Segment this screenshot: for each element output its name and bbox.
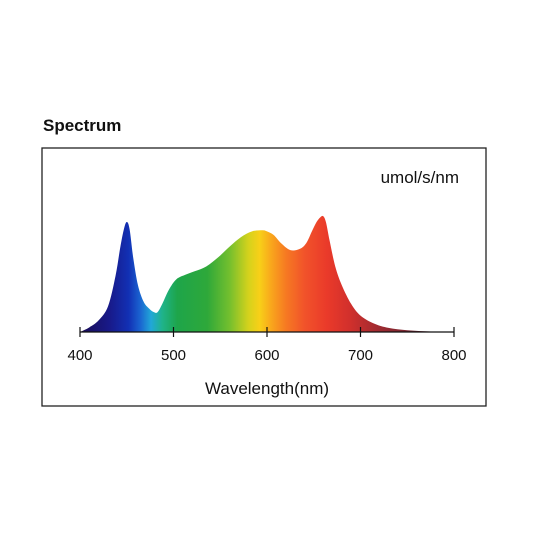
- x-axis-ticks: 400 500 600 700 800: [67, 327, 467, 364]
- x-axis-label: Wavelength(nm): [205, 379, 329, 398]
- chart-heading: Spectrum: [43, 116, 121, 135]
- x-tick-label: 500: [161, 347, 186, 364]
- x-tick-label: 800: [441, 347, 466, 364]
- x-tick-label: 400: [67, 347, 92, 364]
- spectrum-curve: [80, 215, 454, 332]
- unit-label: umol/s/nm: [381, 168, 459, 187]
- x-tick-label: 600: [254, 347, 279, 364]
- x-tick-label: 700: [348, 347, 373, 364]
